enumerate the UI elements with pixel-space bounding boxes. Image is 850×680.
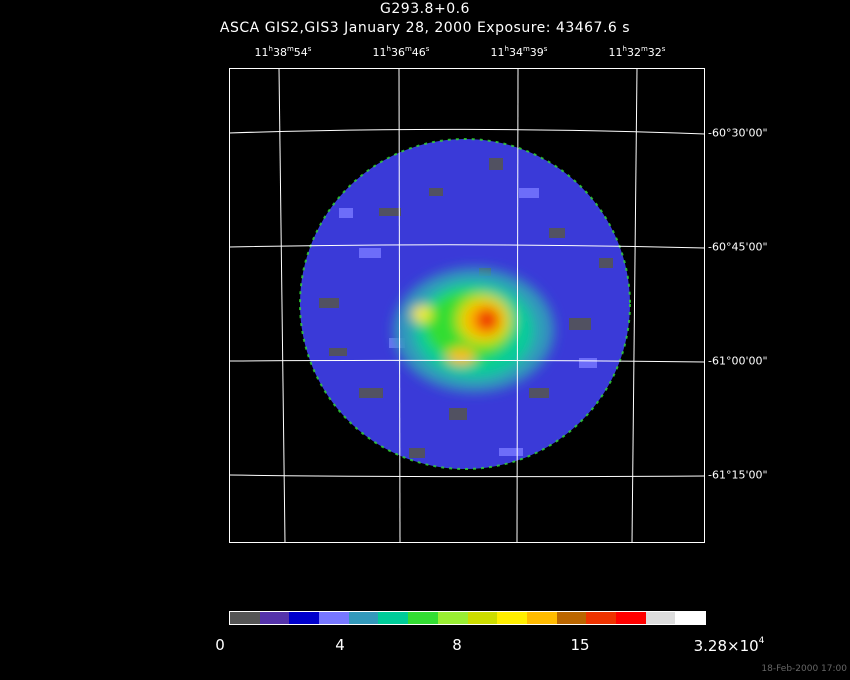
- colorbar-tick-label: 4: [335, 636, 345, 654]
- detector-rim: [299, 138, 631, 470]
- timestamp: 18-Feb-2000 17:00: [761, 664, 847, 674]
- colorbar-max-label: 3.28×104: [693, 636, 765, 655]
- colorbar-tick-label: 15: [570, 636, 590, 654]
- colorbar-swatch: [645, 612, 676, 624]
- colorbar: [229, 611, 706, 625]
- colorbar-tick-label: 8: [452, 636, 462, 654]
- colorbar-swatch: [556, 612, 587, 624]
- dec-label: -60°30'00": [708, 126, 768, 140]
- colorbar-swatch: [467, 612, 498, 624]
- xray-image-plot: [229, 68, 705, 543]
- plot-frame: [229, 68, 705, 543]
- dec-label: -61°15'00": [708, 468, 768, 482]
- colorbar-swatch: [319, 612, 349, 624]
- dec-label: -61°00'00": [708, 354, 768, 368]
- colorbar-swatch: [259, 612, 290, 624]
- colorbar-swatch: [586, 612, 616, 624]
- colorbar-tick-label: 0: [215, 636, 225, 654]
- ra-label: 11h38m54s: [254, 45, 312, 59]
- colorbar-swatch: [348, 612, 379, 624]
- colorbar-swatch: [408, 612, 438, 624]
- dec-label: -60°45'00": [708, 240, 768, 254]
- colorbar-swatch: [437, 612, 468, 624]
- colorbar-swatch: [378, 612, 409, 624]
- central-emission: [394, 268, 554, 392]
- observation-subtitle: ASCA GIS2,GIS3 January 28, 2000 Exposure…: [219, 20, 631, 36]
- colorbar-swatch: [675, 612, 705, 624]
- object-name-title: G293.8+0.6: [380, 1, 470, 17]
- ra-label: 11h36m46s: [372, 45, 430, 59]
- ra-label: 11h32m32s: [608, 45, 666, 59]
- coordinate-grid: [229, 68, 705, 543]
- detector-field: [300, 139, 630, 469]
- colorbar-swatch: [497, 612, 527, 624]
- colorbar-swatch: [526, 612, 557, 624]
- ra-label: 11h34m39s: [490, 45, 548, 59]
- colorbar-swatch: [230, 612, 260, 624]
- colorbar-swatch: [289, 612, 320, 624]
- colorbar-swatch: [615, 612, 646, 624]
